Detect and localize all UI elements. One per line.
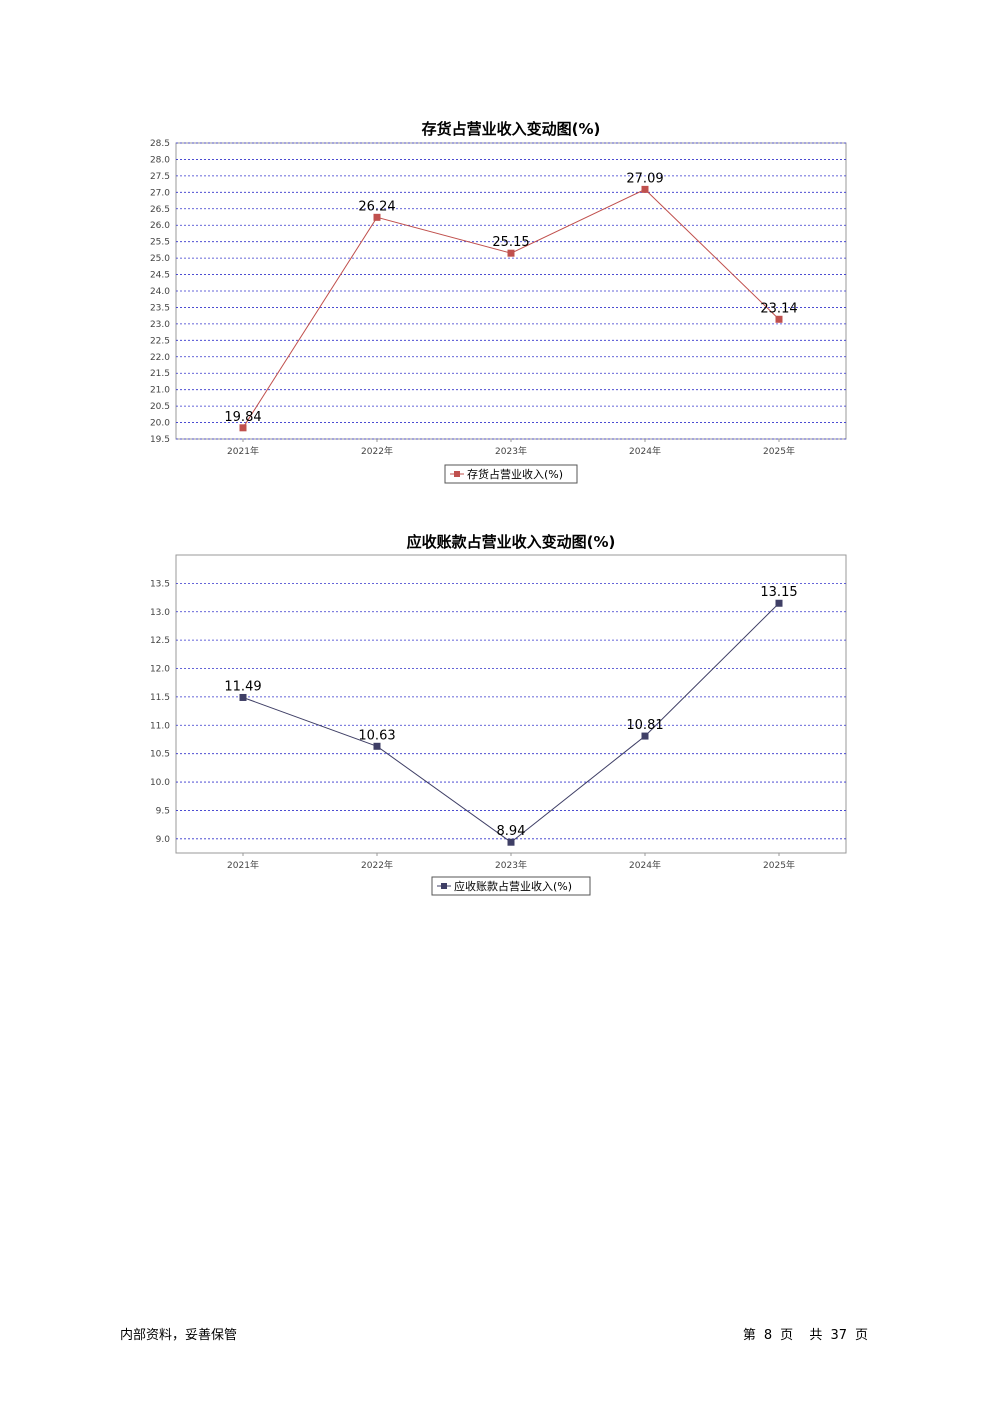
y-tick-label: 11.0 bbox=[150, 721, 170, 731]
page-prefix: 第 bbox=[742, 1328, 756, 1343]
data-label: 8.94 bbox=[497, 824, 526, 839]
y-tick-label: 23.5 bbox=[150, 303, 170, 313]
y-tick-label: 13.0 bbox=[150, 608, 170, 618]
y-tick-label: 26.0 bbox=[150, 221, 170, 231]
data-point bbox=[239, 424, 247, 432]
x-tick-label: 2023年 bbox=[495, 859, 527, 871]
plot-area bbox=[175, 142, 847, 440]
y-tick-label: 27.5 bbox=[150, 172, 170, 182]
data-label: 10.63 bbox=[358, 728, 395, 743]
y-tick-label: 11.5 bbox=[150, 693, 170, 703]
data-label: 23.14 bbox=[760, 301, 797, 316]
data-label: 13.15 bbox=[760, 585, 797, 600]
data-point bbox=[239, 693, 247, 701]
legend-box bbox=[444, 464, 578, 484]
inventory-chart: 存货占营业收入变动图(%) 19.5 20.0 20.5 21.0 21.5 22.0 22.… bbox=[0, 112, 992, 492]
data-label: 26.24 bbox=[358, 199, 395, 214]
chart-title: 应收账款占营业收入变动图(%) bbox=[407, 533, 616, 551]
x-tick-label: 2025年 bbox=[763, 859, 795, 871]
x-tick-label: 2022年 bbox=[361, 445, 393, 457]
y-tick-label: 9.0 bbox=[156, 835, 171, 845]
x-tick-label: 2025年 bbox=[763, 445, 795, 457]
legend-marker bbox=[441, 883, 447, 889]
y-tick-label: 10.0 bbox=[150, 778, 170, 788]
y-tick-label: 23.0 bbox=[150, 320, 170, 330]
data-point bbox=[775, 599, 783, 607]
data-point bbox=[775, 315, 783, 323]
data-label: 25.15 bbox=[492, 235, 529, 250]
legend-label: 应收账款占营业收入(%) bbox=[454, 879, 572, 893]
plot-area bbox=[175, 554, 847, 854]
y-tick-label: 25.0 bbox=[150, 254, 170, 264]
y-tick-label: 21.0 bbox=[150, 386, 170, 396]
y-tick-label: 22.5 bbox=[150, 336, 170, 346]
y-tick-label: 13.5 bbox=[150, 579, 170, 589]
data-label: 27.09 bbox=[626, 171, 663, 186]
data-point bbox=[373, 213, 381, 221]
total-prefix: 共 bbox=[809, 1328, 823, 1343]
y-tick-label: 24.5 bbox=[150, 271, 170, 281]
data-label: 10.81 bbox=[626, 718, 663, 733]
y-tick-label: 20.5 bbox=[150, 402, 170, 412]
x-tick-label: 2021年 bbox=[227, 859, 259, 871]
y-tick-label: 28.5 bbox=[150, 139, 170, 149]
x-tick-label: 2021年 bbox=[227, 445, 259, 457]
y-tick-label: 12.0 bbox=[150, 665, 170, 675]
y-tick-label: 22.0 bbox=[150, 353, 170, 363]
page-unit: 页 bbox=[780, 1328, 794, 1343]
chart-title: 存货占营业收入变动图(%) bbox=[422, 120, 601, 138]
page-number: 8 bbox=[763, 1328, 773, 1343]
footer-confidential-note: 内部资料，妥善保管 bbox=[120, 1328, 238, 1343]
y-tick-label: 26.5 bbox=[150, 205, 170, 215]
y-tick-label: 27.0 bbox=[150, 188, 170, 198]
data-point bbox=[373, 742, 381, 750]
data-point bbox=[507, 838, 515, 846]
y-tick-label: 12.5 bbox=[150, 636, 170, 646]
x-tick-label: 2024年 bbox=[629, 445, 661, 457]
x-tick-label: 2023年 bbox=[495, 445, 527, 457]
receivables-chart: 应收账款占营业收入变动图(%) 9.0 9.5 10.0 10.5 11.0 11.5 12.… bbox=[0, 525, 992, 905]
legend-box bbox=[431, 876, 591, 896]
y-tick-label: 21.5 bbox=[150, 369, 170, 379]
x-tick-label: 2024年 bbox=[629, 859, 661, 871]
legend-label: 存货占营业收入(%) bbox=[467, 467, 563, 481]
inventory-chart-svg: 存货占营业收入变动图(%) 19.5 20.0 20.5 21.0 21.5 22.0 22.… bbox=[150, 120, 847, 484]
data-point bbox=[641, 185, 649, 193]
y-tick-label: 9.5 bbox=[156, 806, 170, 816]
data-point bbox=[641, 732, 649, 740]
x-tick-label: 2022年 bbox=[361, 859, 393, 871]
y-tick-label: 24.0 bbox=[150, 287, 170, 297]
total-unit: 页 bbox=[854, 1328, 868, 1343]
y-tick-label: 28.0 bbox=[150, 155, 170, 165]
total-pages: 37 bbox=[830, 1328, 847, 1343]
data-label: 11.49 bbox=[224, 679, 261, 694]
y-tick-label: 10.5 bbox=[150, 750, 170, 760]
data-point bbox=[507, 249, 515, 257]
receivables-chart-svg: 应收账款占营业收入变动图(%) 9.0 9.5 10.0 10.5 11.0 11.5 12.… bbox=[150, 533, 847, 896]
y-tick-label: 25.5 bbox=[150, 238, 170, 248]
y-tick-label: 20.0 bbox=[150, 419, 170, 429]
y-tick-label: 19.5 bbox=[150, 435, 170, 445]
data-label: 19.84 bbox=[224, 410, 261, 425]
legend-marker bbox=[454, 471, 460, 477]
